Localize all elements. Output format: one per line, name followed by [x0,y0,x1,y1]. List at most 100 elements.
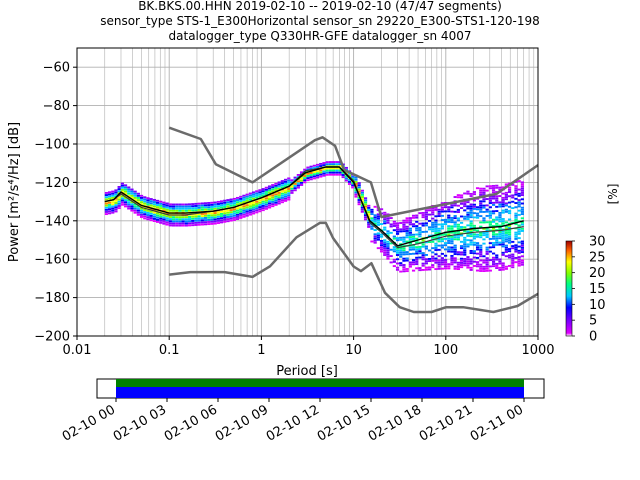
heatmap-cell [504,234,508,237]
heatmap-cell [171,216,176,219]
heatmap-cell [239,200,243,202]
heatmap-cell [431,266,435,269]
heatmap-cell [517,201,521,204]
heatmap-cell [415,246,419,249]
heatmap-cell [232,208,236,211]
heatmap-cell [479,253,483,256]
heatmap-cell [450,225,454,228]
heatmap-cell [447,206,451,209]
heatmap-cell [232,212,236,215]
heatmap-cell [427,213,432,216]
heatmap-cell [491,235,496,238]
heatmap-cell [405,253,409,256]
x-axis-label: Period [s] [276,364,338,379]
heatmap-cell [347,180,352,183]
heatmap-cell [456,268,460,271]
colorbar-tick-label: 30 [589,235,606,250]
heatmap-cell [168,205,172,208]
heatmap-cell [488,229,492,232]
heatmap-cell [216,205,220,208]
heatmap-cell [402,264,406,266]
heatmap-cell [440,214,444,217]
heatmap-cell [357,201,361,204]
heatmap-cell [219,221,224,224]
x-tick-label: 0.1 [159,343,180,358]
heatmap-cell [498,203,502,206]
heatmap-cell [379,223,384,225]
heatmap-cell [405,232,409,235]
heatmap-cell [363,214,368,217]
heatmap-cell [437,229,441,232]
heatmap-cell [239,202,243,205]
heatmap-cell [495,256,499,259]
new-high-noise-model-line [168,126,539,219]
heatmap-cell [139,209,144,212]
heatmap-cell [475,214,480,217]
heatmap-cell [479,246,483,249]
heatmap-cell [223,199,227,202]
heatmap-cell [165,206,169,209]
heatmap-cell [114,189,118,192]
heatmap-cell [171,218,176,221]
heatmap-cell [472,207,476,210]
heatmap-cell [479,267,483,270]
heatmap-cell [431,209,435,212]
heatmap-cell [507,186,512,189]
heatmap-cell [466,260,470,263]
heatmap-cell [507,248,512,250]
heatmap-cell [421,211,425,214]
heatmap-cell [415,237,419,240]
heatmap-cell [149,219,153,222]
heatmap-cell [213,207,217,210]
heatmap-cell [434,219,438,222]
heatmap-cell [431,259,435,262]
heatmap-cell [392,248,396,251]
heatmap-cell [383,222,387,225]
heatmap-cell [443,218,448,221]
heatmap-cell [315,170,320,173]
heatmap-cell [251,197,256,200]
heatmap-cell [242,205,246,208]
coverage-tick-label: 02-10 12 [264,402,322,444]
heatmap-cell [191,222,195,225]
heatmap-cell [248,198,252,201]
heatmap-cell [475,208,480,211]
heatmap-cell [149,214,153,217]
heatmap-cell [159,215,163,218]
heatmap-cell [229,213,233,216]
heatmap-cell [219,210,224,213]
heatmap-cell [415,250,419,253]
heatmap-cell [367,209,371,211]
heatmap-cell [507,210,512,212]
heatmap-cell [207,221,211,223]
heatmap-cell [498,214,502,216]
heatmap-cell [405,251,409,254]
heatmap-cell [104,196,108,199]
heatmap-cell [178,218,182,221]
heatmap-cell [421,243,425,246]
heatmap-cell [210,208,214,211]
heatmap-cell [229,209,233,211]
heatmap-cell [514,246,518,249]
heatmap-cell [117,190,121,193]
heatmap-cell [463,245,467,248]
heatmap-cell [402,257,406,260]
heatmap-cell [466,205,470,208]
heatmap-cell [107,203,112,206]
heatmap-cell [408,265,412,268]
heatmap-cell [466,243,470,246]
heatmap-cell [418,229,422,231]
heatmap-cell [107,210,112,213]
heatmap-cell [239,195,243,198]
heatmap-cell [379,244,384,247]
heatmap-cell [507,250,512,253]
heatmap-cell [450,204,454,207]
heatmap-cell [424,222,428,225]
heatmap-cell [418,222,422,225]
heatmap-cell [421,258,425,261]
heatmap-cell [437,248,441,251]
heatmap-cell [130,188,134,191]
heatmap-cell [421,262,425,265]
heatmap-cell [418,233,422,236]
heatmap-cell [504,196,508,199]
